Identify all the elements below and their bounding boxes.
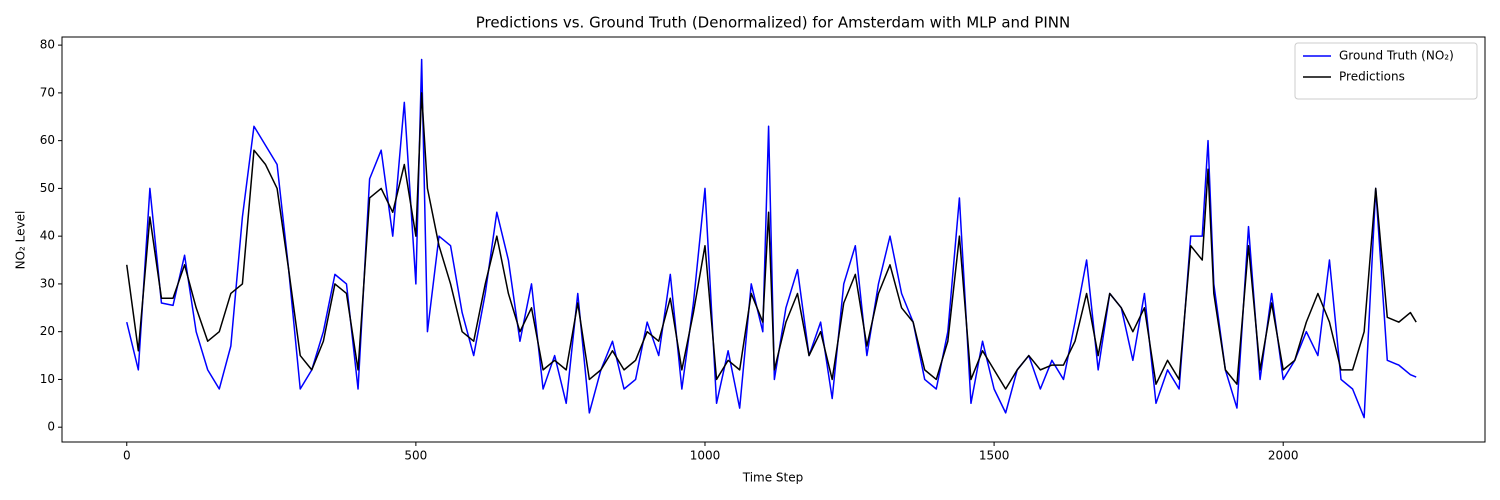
legend-label: Ground Truth (NO₂) — [1339, 49, 1454, 63]
x-tick-label: 0 — [123, 449, 131, 463]
y-tick-label: 40 — [40, 229, 55, 243]
x-axis-label: Time Step — [742, 471, 804, 485]
y-tick-label: 60 — [40, 133, 55, 147]
legend: Ground Truth (NO₂) Predictions — [1294, 42, 1478, 100]
y-tick-label: 10 — [40, 372, 55, 386]
x-tick-label: 1500 — [979, 449, 1010, 463]
x-tick-label: 2000 — [1268, 449, 1299, 463]
series-line — [126, 92, 1417, 390]
y-tick-label: 70 — [40, 85, 55, 99]
chart-title: Predictions vs. Ground Truth (Denormaliz… — [476, 14, 1070, 32]
y-tick-label: 50 — [40, 181, 55, 195]
y-tick-label: 20 — [40, 324, 55, 338]
y-tick-label: 30 — [40, 276, 55, 290]
y-tick-label: 80 — [40, 38, 55, 52]
x-tick-label: 500 — [404, 449, 427, 463]
legend-label: Predictions — [1339, 70, 1405, 84]
series-line — [126, 58, 1417, 419]
axes-frame — [61, 36, 1486, 443]
legend-box — [1294, 42, 1478, 100]
plot-area — [126, 58, 1417, 419]
y-axis-label: NO₂ Level — [14, 211, 28, 270]
x-tick-label: 1000 — [690, 449, 721, 463]
y-tick-label: 0 — [47, 420, 55, 434]
